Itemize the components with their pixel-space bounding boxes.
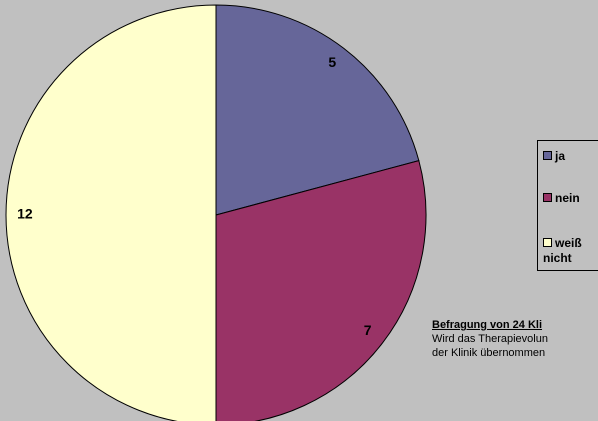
legend-item: ja bbox=[543, 149, 598, 164]
legend-swatch bbox=[543, 238, 552, 247]
legend-swatch bbox=[543, 151, 552, 160]
data-label: 5 bbox=[328, 54, 336, 70]
legend-item: weiß nicht bbox=[543, 236, 598, 266]
annotation: Befragung von 24 Kli Wird das Therapievo… bbox=[432, 318, 548, 360]
legend-swatch bbox=[543, 193, 552, 202]
data-label: 7 bbox=[364, 322, 372, 338]
data-label: 12 bbox=[17, 206, 33, 222]
legend: ja nein weiß nicht bbox=[537, 140, 598, 271]
legend-label: nein bbox=[555, 191, 580, 205]
annotation-line: der Klinik übernommen bbox=[432, 347, 546, 359]
legend-label: weiß nicht bbox=[543, 236, 582, 265]
legend-item: nein bbox=[543, 191, 598, 206]
annotation-title: Befragung von 24 Kli bbox=[432, 319, 543, 331]
pie-slice bbox=[215, 4, 420, 216]
pie-slice bbox=[215, 160, 427, 421]
pie-slice bbox=[5, 4, 217, 421]
annotation-line: Wird das Therapievolun bbox=[432, 333, 548, 345]
legend-label: ja bbox=[555, 149, 566, 163]
